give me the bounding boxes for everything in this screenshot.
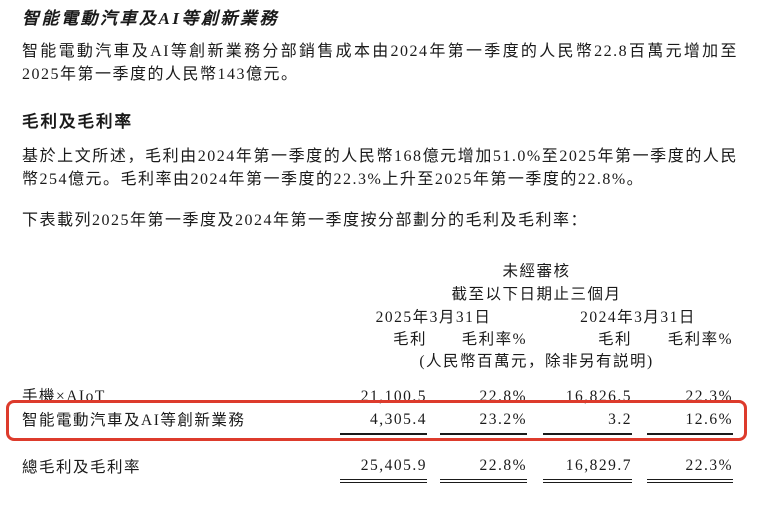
row-label: 總毛利及毛利率	[22, 459, 142, 476]
section-title: 智能電動汽車及AI等創新業務	[22, 9, 279, 28]
cell-gp-2025: 25,405.9	[340, 455, 427, 483]
cell-gp-2024: 16,829.7	[543, 455, 632, 483]
table-row-smartphones-aiot: 手機×AIoT 21,100.5 22.8% 16,826.5 22.3%	[22, 384, 745, 408]
row-label: 手機×AIoT	[22, 388, 106, 405]
column-header-margin-2024: 毛利率%	[667, 331, 734, 348]
cell-margin-2024: 12.6%	[647, 408, 734, 435]
column-header-gross-profit-2024: 毛利	[597, 331, 632, 348]
cell-margin-2024: 22.3%	[685, 388, 734, 405]
cell-gp-2024: 3.2	[543, 408, 632, 435]
row-label: 智能電動汽車及AI等創新業務	[22, 412, 246, 429]
period-label: 截至以下日期止三個月	[451, 285, 622, 303]
table-header-period-row: 截至以下日期止三個月	[22, 281, 745, 304]
table-row-total: 總毛利及毛利率 25,405.9 22.8% 16,829.7 22.3%	[22, 455, 745, 483]
cell-margin-2025: 23.2%	[440, 408, 527, 435]
table-spacer	[22, 434, 745, 455]
cell-gp-2024: 16,826.5	[565, 388, 632, 405]
cell-margin-2025: 22.8%	[479, 388, 527, 405]
table-header-unit-note-row: (人民幣百萬元，除非另有説明)	[22, 349, 745, 371]
paragraph-cost-of-sales: 智能電動汽車及AI等創新業務分部銷售成本由2024年第一季度的人民幣22.8百萬…	[22, 43, 738, 83]
cell-margin-2024: 22.3%	[647, 455, 734, 483]
table-row-smart-ev-ai: 智能電動汽車及AI等創新業務 4,305.4 23.2% 3.2 12.6%	[22, 408, 745, 435]
date-2024-label: 2024年3月31日	[580, 308, 696, 326]
cell-gp-2025: 4,305.4	[340, 408, 427, 435]
unaudited-label: 未經審核	[502, 262, 571, 280]
table-header-unaudited-row: 未經審核	[22, 258, 745, 281]
gross-profit-table: 未經審核 截至以下日期止三個月 2025年3月31日 2024年3月31日 毛利…	[22, 258, 745, 483]
paragraph-gross-profit: 基於上文所述，毛利由2024年第一季度的人民幣168億元增加51.0%至2025…	[22, 148, 738, 188]
unit-note: (人民幣百萬元，除非另有説明)	[419, 353, 654, 370]
paragraph-table-intro: 下表載列2025年第一季度及2024年第一季度按分部劃分的毛利及毛利率：	[22, 212, 589, 229]
table-header-dates-row: 2025年3月31日 2024年3月31日	[22, 304, 745, 327]
table-header-columns-row: 毛利 毛利率% 毛利 毛利率%	[22, 327, 745, 349]
column-header-gross-profit-2025: 毛利	[392, 331, 427, 348]
column-header-margin-2025: 毛利率%	[461, 331, 527, 348]
cell-gp-2025: 21,100.5	[360, 388, 427, 405]
date-2025-label: 2025年3月31日	[375, 308, 492, 326]
subheading-gross-profit: 毛利及毛利率	[22, 112, 133, 131]
cell-margin-2025: 22.8%	[440, 455, 527, 483]
table-spacer	[22, 371, 745, 384]
